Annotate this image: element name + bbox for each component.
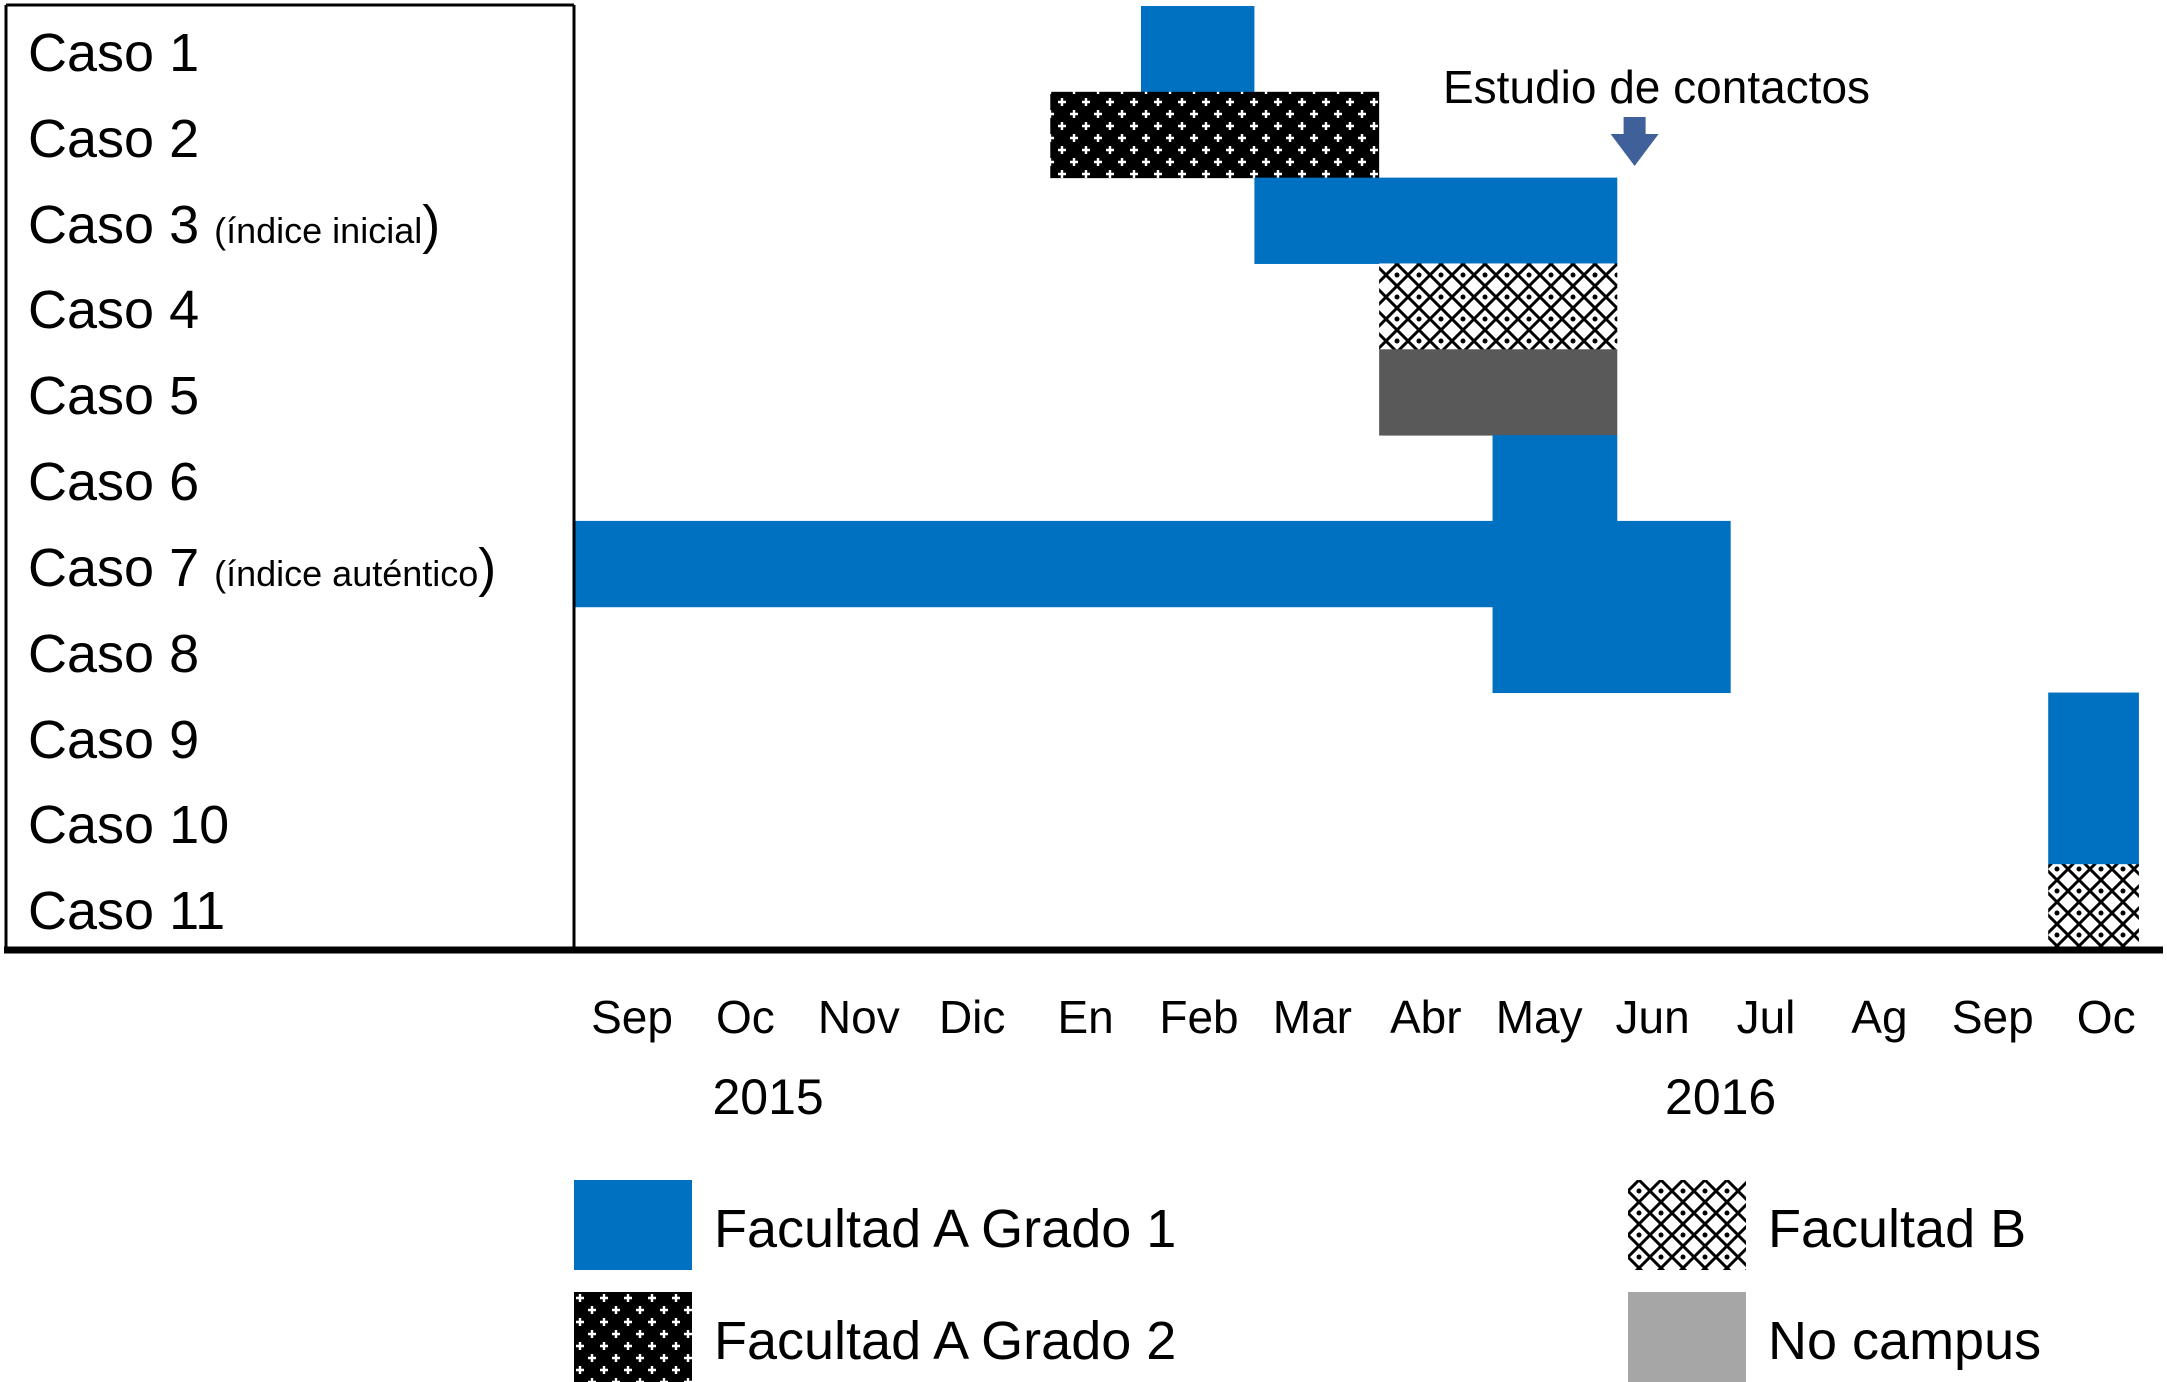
case-name: Caso 11 <box>28 881 226 942</box>
gantt-bar-case-10 <box>2048 778 2139 865</box>
case-label: Caso 5 <box>28 369 199 423</box>
case-label: Caso 1 <box>28 26 199 80</box>
annotation-arrow-group <box>1610 117 1659 166</box>
case-note-close: ) <box>422 194 441 255</box>
case-label: Caso 11 <box>28 884 225 938</box>
year-label: 2015 <box>712 1069 824 1125</box>
case-name: Caso 5 <box>28 366 200 427</box>
case-label: Caso 6 <box>28 455 199 509</box>
month-tick-label: En <box>1057 991 1114 1043</box>
legend-label: Facultad A Grado 1 <box>714 1199 1177 1259</box>
gantt-bar-case-3 <box>1254 177 1618 264</box>
month-tick-label: May <box>1495 991 1583 1043</box>
legend-swatch-dark-pattern <box>574 1292 692 1382</box>
month-tick-label: Jul <box>1736 991 1796 1043</box>
case-label: Caso 9 <box>28 713 199 767</box>
gantt-bar-case-6 <box>1492 435 1618 522</box>
case-name: Caso 4 <box>28 280 200 341</box>
legend-label: Facultad A Grado 2 <box>714 1311 1177 1371</box>
case-label: Caso 3 (índice inicial) <box>28 198 440 252</box>
case-name: Caso 7 <box>28 537 200 598</box>
month-tick-label: Feb <box>1159 991 1239 1043</box>
case-name: Caso 3 <box>28 194 200 255</box>
case-name: Caso 2 <box>28 108 200 169</box>
case-note: (índice auténtico <box>214 552 479 594</box>
case-label: Caso 7 (índice auténtico) <box>28 541 496 595</box>
down-arrow-icon <box>1610 117 1659 166</box>
gantt-bar-case-8 <box>1492 606 1731 694</box>
gantt-bar-case-9 <box>2048 692 2139 779</box>
case-name: Caso 6 <box>28 452 200 513</box>
case-note: (índice inicial <box>214 209 423 251</box>
legend-label: Facultad B <box>1768 1199 2027 1259</box>
case-label: Caso 2 <box>28 112 199 166</box>
gantt-bar-case-5 <box>1379 349 1618 436</box>
case-label: Caso 4 <box>28 283 199 337</box>
month-tick-label: Nov <box>817 991 900 1043</box>
gantt-bar-case-4 <box>1379 263 1618 350</box>
case-label: Caso 10 <box>28 798 229 852</box>
gantt-bar-case-1 <box>1141 6 1255 93</box>
month-tick-label: Sep <box>591 991 673 1043</box>
month-tick-label: Jun <box>1615 991 1690 1043</box>
case-name: Caso 9 <box>28 709 200 770</box>
month-tick-label: Ag <box>1851 991 1908 1043</box>
case-note-close: ) <box>478 537 497 598</box>
legend-swatch-gray <box>1628 1292 1746 1382</box>
chart-frame <box>4 3 2163 954</box>
month-tick-label: Oc <box>716 991 775 1043</box>
contact-study-annotation: Estudio de contactos <box>1443 61 1871 113</box>
case-label: Caso 8 <box>28 627 199 681</box>
month-tick-label: Oc <box>2076 991 2136 1043</box>
month-tick-label: Mar <box>1272 991 1353 1043</box>
legend-label: No campus <box>1768 1311 2042 1371</box>
case-name: Caso 8 <box>28 623 200 684</box>
month-tick-label: Abr <box>1390 991 1462 1043</box>
case-name: Caso 10 <box>28 795 230 856</box>
bars-layer <box>574 6 2139 951</box>
gantt-bar-case-7 <box>574 520 1731 608</box>
month-tick-label: Sep <box>1951 991 2034 1043</box>
gantt-bar-case-11 <box>2048 864 2139 951</box>
month-tick-label: Dic <box>938 991 1006 1043</box>
legend-swatch-light-pattern <box>1628 1180 1746 1270</box>
gantt-bar-case-2 <box>1050 91 1380 179</box>
year-label: 2016 <box>1665 1069 1777 1125</box>
case-name: Caso 1 <box>28 23 200 83</box>
legend-swatch-blue <box>574 1180 692 1270</box>
